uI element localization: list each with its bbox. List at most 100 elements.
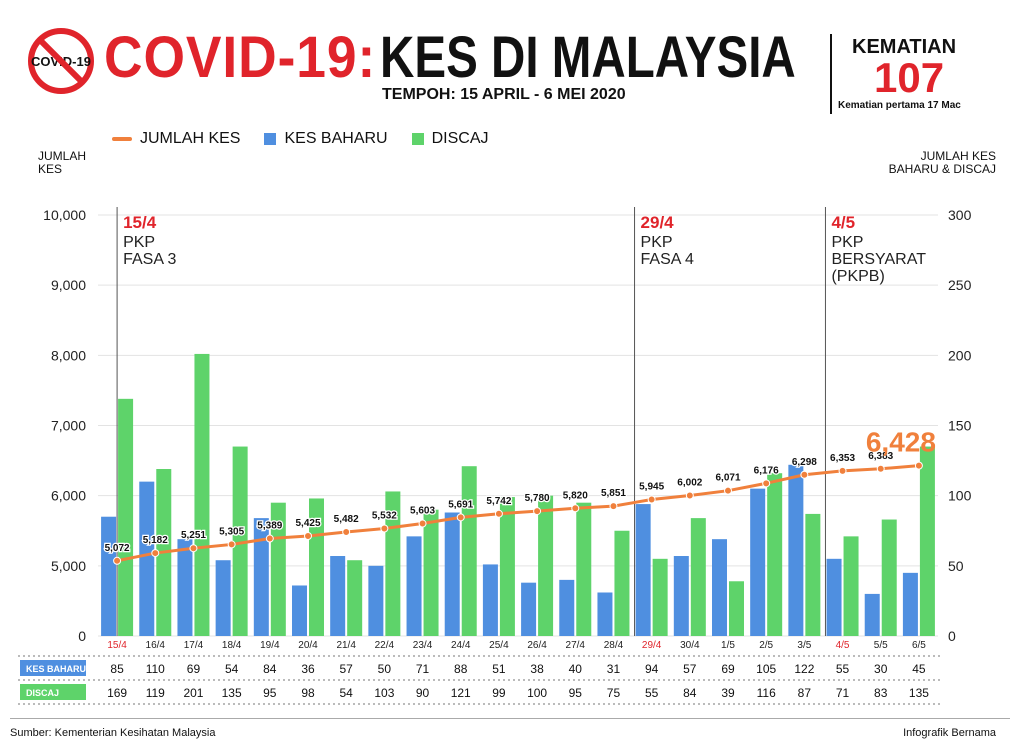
- table-cell-kes-baharu: 84: [263, 662, 277, 676]
- point-jumlah-kes: [533, 507, 542, 516]
- category-label: 19/4: [260, 640, 280, 651]
- bar-kes-baharu: [139, 481, 155, 636]
- category-label: 15/4: [107, 640, 127, 651]
- data-label-jumlah-kes: 5,780: [525, 493, 550, 504]
- bar-discaj: [767, 473, 783, 636]
- legend-label-new: KES BAHARU: [284, 130, 388, 147]
- table-cell-kes-baharu: 38: [530, 662, 544, 676]
- bar-discaj: [919, 446, 935, 636]
- right-axis-label-line2: BAHARU & DISCAJ: [888, 162, 996, 176]
- table-cell-discaj: 99: [492, 686, 506, 700]
- table-cell-kes-baharu: 69: [187, 662, 201, 676]
- data-label-jumlah-kes: 5,482: [334, 514, 359, 525]
- bar-kes-baharu: [712, 539, 727, 636]
- point-jumlah-kes: [227, 540, 236, 549]
- data-label-jumlah-kes: 6,002: [677, 478, 702, 489]
- bar-kes-baharu: [330, 556, 346, 636]
- bar-kes-baharu: [444, 512, 460, 636]
- point-jumlah-kes: [113, 556, 122, 565]
- category-label: 18/4: [222, 640, 242, 651]
- right-axis-label-line1: JUMLAH KES: [920, 149, 996, 163]
- left-tick-label: 7,000: [51, 418, 86, 434]
- data-label-jumlah-kes: 5,742: [486, 496, 511, 507]
- point-jumlah-kes: [571, 504, 580, 513]
- data-label-jumlah-kes: 5,389: [257, 521, 282, 532]
- bar-kes-baharu: [635, 504, 651, 636]
- table-cell-discaj: 71: [836, 686, 850, 700]
- table-cell-kes-baharu: 105: [756, 662, 776, 676]
- legend-item-new: KES BAHARU: [264, 130, 388, 148]
- data-label-jumlah-kes: 5,945: [639, 482, 664, 493]
- category-label: 16/4: [146, 640, 166, 651]
- left-tick-label: 0: [78, 628, 86, 644]
- point-jumlah-kes: [189, 544, 198, 553]
- category-label: 6/5: [912, 640, 926, 651]
- source-note: Sumber: Kementerian Kesihatan Malaysia: [10, 727, 216, 739]
- data-label-jumlah-kes: 6,353: [830, 453, 855, 464]
- phase-label-line2: FASA 4: [641, 251, 694, 268]
- table-cell-kes-baharu: 45: [912, 662, 926, 676]
- bar-discaj: [729, 581, 744, 636]
- point-jumlah-kes: [494, 509, 503, 518]
- point-jumlah-kes: [609, 502, 618, 511]
- phase-date: 15/4: [123, 213, 157, 232]
- table-cell-kes-baharu: 69: [721, 662, 735, 676]
- table-cell-discaj: 95: [263, 686, 277, 700]
- category-label: 1/5: [721, 640, 735, 651]
- category-label: 24/4: [451, 640, 471, 651]
- right-tick-label: 300: [948, 207, 972, 223]
- point-jumlah-kes: [724, 486, 732, 495]
- category-label: 21/4: [336, 640, 356, 651]
- chart-legend: JUMLAH KES KES BAHARU DISCAJ: [112, 130, 489, 148]
- legend-item-total: JUMLAH KES: [112, 130, 240, 148]
- right-tick-label: 50: [948, 558, 964, 574]
- table-row-label-kes-baharu: KES BAHARU: [26, 664, 86, 674]
- bar-discaj: [614, 530, 630, 636]
- table-cell-kes-baharu: 54: [225, 662, 239, 676]
- bar-discaj: [652, 558, 668, 636]
- bar-discaj: [232, 446, 248, 636]
- table-cell-discaj: 103: [374, 686, 394, 700]
- category-label: 28/4: [604, 640, 624, 651]
- bar-discaj: [499, 497, 515, 636]
- bar-discaj: [538, 495, 554, 636]
- table-cell-kes-baharu: 51: [492, 662, 506, 676]
- point-jumlah-kes: [838, 466, 847, 475]
- data-label-jumlah-kes: 6,298: [792, 457, 817, 468]
- table-cell-discaj: 54: [340, 686, 354, 700]
- point-jumlah-kes: [342, 528, 351, 537]
- legend-swatch-new: [264, 133, 277, 145]
- table-cell-discaj: 169: [107, 686, 127, 700]
- bar-kes-baharu: [406, 536, 422, 636]
- data-label-jumlah-kes: 6,176: [754, 465, 779, 476]
- data-label-jumlah-kes: 5,532: [372, 511, 397, 522]
- bar-discaj: [881, 519, 897, 636]
- phase-label-line2: FASA 3: [123, 251, 176, 268]
- left-tick-label: 9,000: [51, 277, 86, 293]
- category-label: 23/4: [413, 640, 433, 651]
- category-label: 5/5: [874, 640, 888, 651]
- table-cell-kes-baharu: 55: [836, 662, 850, 676]
- table-cell-kes-baharu: 71: [416, 662, 430, 676]
- table-cell-discaj: 98: [301, 686, 315, 700]
- left-axis-label: JUMLAH KES: [38, 150, 86, 176]
- bar-kes-baharu: [521, 582, 537, 636]
- category-label: 4/5: [836, 640, 850, 651]
- series-line-jumlah-kes: [116, 464, 920, 563]
- table-cell-kes-baharu: 40: [569, 662, 583, 676]
- bar-kes-baharu: [826, 558, 842, 636]
- category-label: 27/4: [566, 640, 586, 651]
- table-cell-discaj: 90: [416, 686, 430, 700]
- table-cell-kes-baharu: 94: [645, 662, 659, 676]
- header-divider: [830, 34, 832, 114]
- bar-kes-baharu: [177, 539, 193, 636]
- table-cell-discaj: 135: [222, 686, 242, 700]
- data-label-jumlah-kes-latest: 6,428: [866, 427, 936, 458]
- left-tick-label: 8,000: [51, 347, 86, 363]
- table-cell-kes-baharu: 88: [454, 662, 468, 676]
- point-jumlah-kes: [380, 524, 389, 533]
- bar-discaj: [194, 353, 210, 636]
- bar-kes-baharu: [482, 564, 498, 636]
- credit-note: Infografik Bernama: [903, 727, 996, 739]
